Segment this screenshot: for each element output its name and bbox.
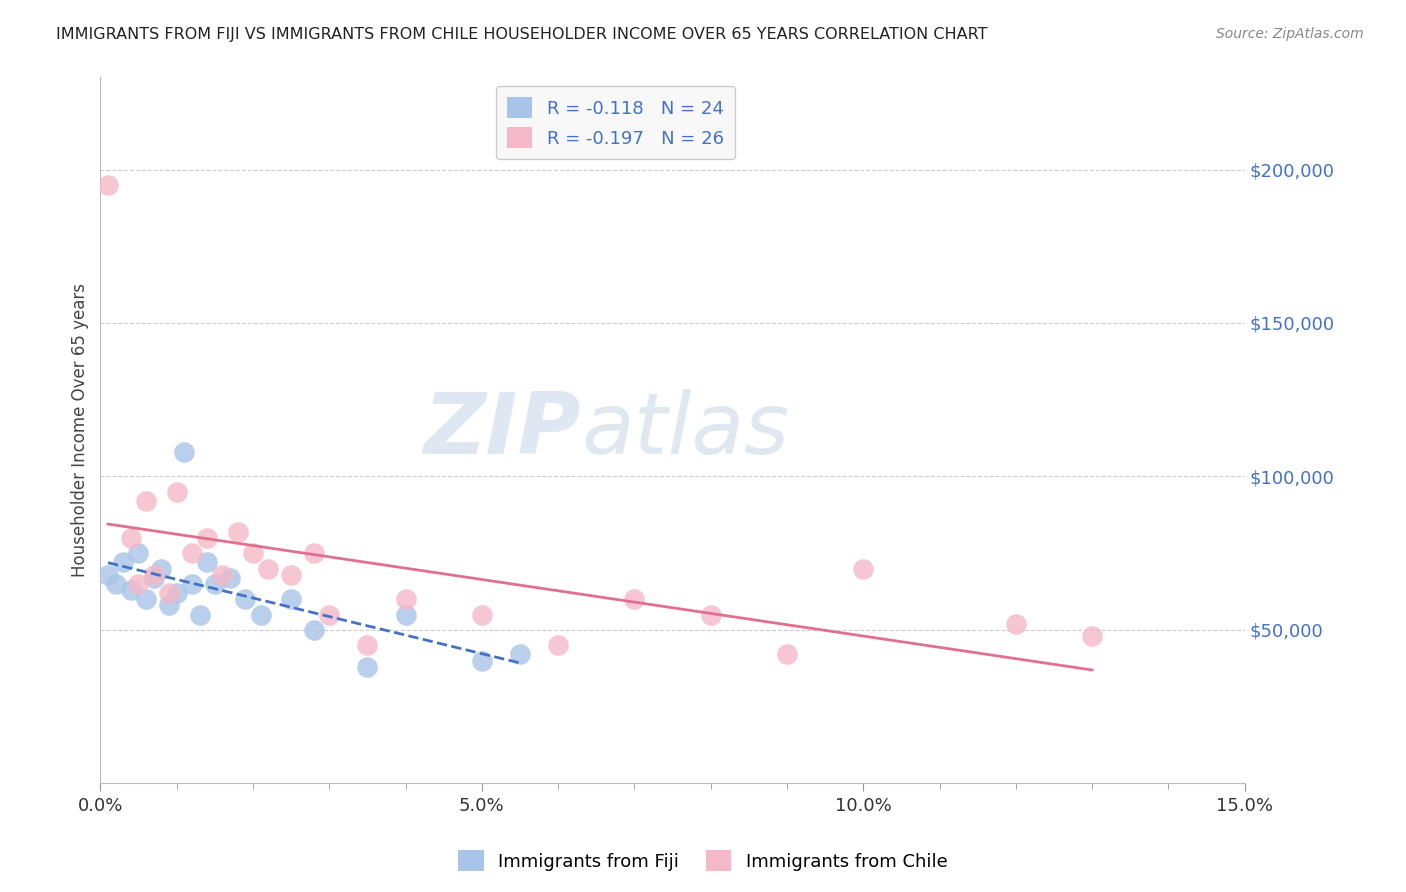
- Point: [195, 531, 218, 545]
- Point: [120, 582, 142, 597]
- Point: [699, 607, 721, 622]
- Point: [302, 623, 325, 637]
- Point: [142, 571, 165, 585]
- Point: [226, 524, 249, 539]
- Point: [128, 546, 150, 560]
- Point: [623, 592, 645, 607]
- Point: [242, 546, 264, 560]
- Point: [97, 567, 120, 582]
- Point: [233, 592, 256, 607]
- Point: [356, 638, 378, 652]
- Point: [166, 586, 188, 600]
- Point: [471, 607, 494, 622]
- Point: [180, 546, 202, 560]
- Point: [112, 555, 135, 569]
- Point: [1081, 629, 1104, 643]
- Point: [394, 592, 416, 607]
- Point: [104, 577, 127, 591]
- Point: [150, 561, 173, 575]
- Point: [97, 178, 120, 192]
- Point: [356, 659, 378, 673]
- Point: [188, 607, 211, 622]
- Point: [776, 648, 799, 662]
- Point: [135, 592, 157, 607]
- Point: [1005, 616, 1028, 631]
- Point: [180, 577, 202, 591]
- Point: [257, 561, 280, 575]
- Point: [249, 607, 271, 622]
- Point: [280, 567, 302, 582]
- Point: [547, 638, 569, 652]
- Point: [166, 484, 188, 499]
- Point: [318, 607, 340, 622]
- Text: IMMIGRANTS FROM FIJI VS IMMIGRANTS FROM CHILE HOUSEHOLDER INCOME OVER 65 YEARS C: IMMIGRANTS FROM FIJI VS IMMIGRANTS FROM …: [56, 27, 988, 42]
- Legend: Immigrants from Fiji, Immigrants from Chile: Immigrants from Fiji, Immigrants from Ch…: [451, 843, 955, 879]
- Point: [471, 654, 494, 668]
- Point: [195, 555, 218, 569]
- Point: [157, 586, 180, 600]
- Point: [509, 648, 531, 662]
- Point: [157, 599, 180, 613]
- Text: atlas: atlas: [581, 389, 789, 472]
- Point: [852, 561, 875, 575]
- Point: [302, 546, 325, 560]
- Point: [394, 607, 416, 622]
- Point: [211, 567, 233, 582]
- Point: [280, 592, 302, 607]
- Y-axis label: Householder Income Over 65 years: Householder Income Over 65 years: [72, 284, 89, 577]
- Point: [219, 571, 242, 585]
- Text: ZIP: ZIP: [423, 389, 581, 472]
- Point: [142, 567, 165, 582]
- Point: [128, 577, 150, 591]
- Legend: R = -0.118   N = 24, R = -0.197   N = 26: R = -0.118 N = 24, R = -0.197 N = 26: [496, 87, 734, 159]
- Text: Source: ZipAtlas.com: Source: ZipAtlas.com: [1216, 27, 1364, 41]
- Point: [204, 577, 226, 591]
- Point: [173, 445, 195, 459]
- Point: [135, 494, 157, 508]
- Point: [120, 531, 142, 545]
